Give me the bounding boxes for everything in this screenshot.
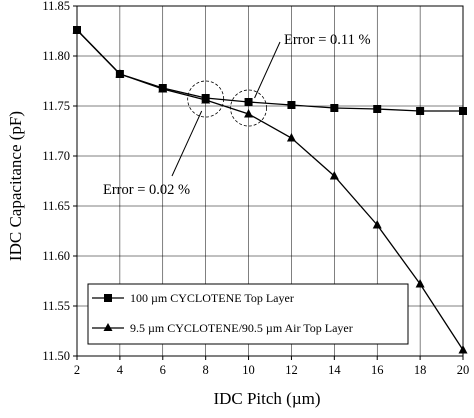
data-point-square xyxy=(373,105,382,113)
y-tick-label: 11.60 xyxy=(42,249,70,263)
data-point-square xyxy=(330,104,339,112)
legend-label-series-2: 9.5 µm CYCLOTENE/90.5 µm Air Top Layer xyxy=(130,321,353,335)
data-point-triangle xyxy=(415,279,425,288)
series-layer xyxy=(72,25,468,354)
error-annotation-a: Error = 0.11 % xyxy=(284,32,371,48)
x-tick-label: 10 xyxy=(242,363,255,377)
error-circle-annotation-b xyxy=(187,80,225,118)
error-circle-annotation-a xyxy=(230,89,267,127)
plot-frame xyxy=(76,5,464,357)
y-tick-label: 11.70 xyxy=(42,149,70,163)
x-tick-label: 12 xyxy=(285,363,298,377)
error-leader-line-b xyxy=(171,110,203,177)
x-axis-title: IDC Pitch (µm) xyxy=(213,389,320,408)
legend-box xyxy=(87,283,409,345)
y-axis-ticks: 11.50 11.55 11.60 11.65 11.70 11.75 11.80 11.85 xyxy=(42,0,77,363)
data-point-square xyxy=(244,98,253,106)
error-leader-line-a xyxy=(254,41,281,99)
x-tick-label: 14 xyxy=(328,363,341,377)
data-point-triangle xyxy=(115,69,125,78)
data-point-triangle xyxy=(201,95,211,104)
data-point-triangle xyxy=(329,171,339,180)
y-tick-label: 11.65 xyxy=(42,199,70,213)
x-tick-label: 8 xyxy=(203,363,209,377)
x-tick-label: 18 xyxy=(414,363,427,377)
series-line-2 xyxy=(76,29,464,351)
data-point-square xyxy=(287,101,296,109)
data-point-square xyxy=(416,107,425,115)
x-axis-ticks: 2 4 6 8 10 12 14 16 18 20 xyxy=(74,356,469,377)
x-tick-label: 2 xyxy=(74,363,80,377)
legend-marker-square xyxy=(104,294,112,302)
y-tick-label: 11.80 xyxy=(42,49,70,63)
x-tick-label: 16 xyxy=(371,363,384,377)
legend-marker-triangle xyxy=(103,323,113,331)
annotation-layer: Error = 0.11 % Error = 0.02 % xyxy=(103,32,371,198)
axes xyxy=(76,5,464,357)
legend: 100 µm CYCLOTENE Top Layer 9.5 µm CYCLOT… xyxy=(87,283,409,345)
x-tick-label: 6 xyxy=(160,363,166,377)
y-tick-label: 11.55 xyxy=(42,299,70,313)
series-line-1 xyxy=(76,29,463,112)
data-point-triangle xyxy=(158,84,168,93)
y-tick-label: 11.50 xyxy=(42,349,70,363)
data-point-triangle xyxy=(372,220,382,229)
data-point-triangle xyxy=(286,133,296,142)
x-tick-label: 4 xyxy=(117,363,124,377)
data-point-triangle xyxy=(244,109,254,118)
x-tick-label: 20 xyxy=(457,363,470,377)
y-tick-label: 11.85 xyxy=(42,0,70,13)
y-tick-label: 11.75 xyxy=(42,99,70,113)
error-annotation-b: Error = 0.02 % xyxy=(103,182,190,198)
legend-label-series-1: 100 µm CYCLOTENE Top Layer xyxy=(130,291,294,305)
y-axis-title: IDC Capacitance (pF) xyxy=(6,111,25,261)
